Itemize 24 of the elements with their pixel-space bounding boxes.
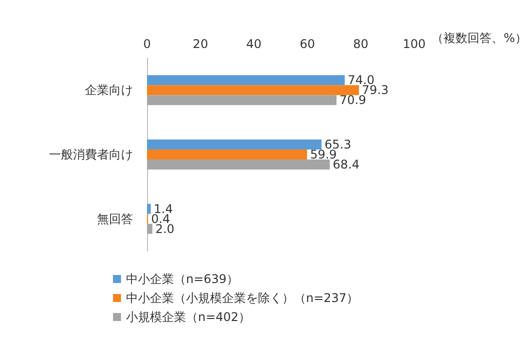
y-tick-label: 無回答 [97,212,133,226]
x-tick-label: 80 [353,37,368,51]
bar [147,150,308,160]
bar [147,75,345,86]
y-tick-label: 一般消費者向け [49,148,133,162]
legend-label: 中小企業（n=639） [126,272,239,286]
bar [147,140,322,150]
legend-label: 小規模企業（n=402） [126,310,251,324]
x-tick-label: 20 [192,37,208,51]
data-label: 68.4 [332,158,360,172]
data-label: 70.9 [339,93,366,108]
x-tick-label: 40 [246,37,262,51]
x-tick-label: 100 [402,37,426,51]
legend-label: 中小企業（小規模企業を除く）（n=237） [126,291,359,305]
x-tick-label: 60 [300,37,315,51]
x-axis-title: （複数回答、%） [432,31,527,45]
bar [147,160,330,170]
data-label: 2.0 [155,222,174,236]
y-tick-label: 企業向け [85,83,133,98]
bar [147,85,359,96]
x-tick-label: 0 [143,37,151,51]
bar [147,95,336,106]
bar [147,224,152,234]
bar [147,204,151,214]
